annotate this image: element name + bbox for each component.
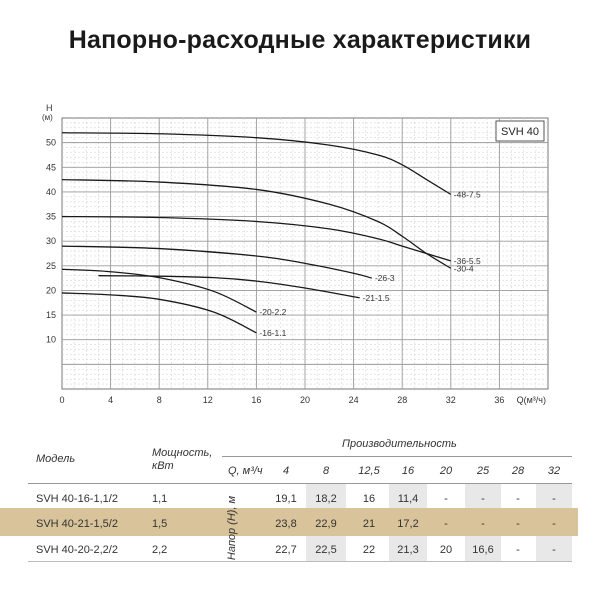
shade-col-25 bbox=[465, 483, 501, 561]
col-power-header: Мощность, bbox=[152, 447, 213, 459]
col-power-unit: кВт bbox=[152, 460, 174, 472]
row-value: 21 bbox=[362, 518, 376, 530]
series-line bbox=[61, 178, 452, 269]
pump-curve-chart: 0 4 8 12 16 20 24 28 32 36 10 15 20 25 30 35 40 45 50 H(м) Q… bbox=[42, 103, 549, 405]
y-tick-label: 30 bbox=[46, 236, 56, 246]
row-value: - bbox=[516, 518, 520, 530]
shade-col-8 bbox=[306, 483, 346, 561]
row-model: SVH 40-21-1,5/2 bbox=[36, 518, 118, 530]
row-value: 22,5 bbox=[315, 544, 337, 556]
y-axis-label: H bbox=[46, 103, 53, 113]
row-value: - bbox=[444, 493, 448, 505]
y-tick-label: 25 bbox=[46, 261, 56, 271]
row-value: 23,8 bbox=[275, 518, 297, 530]
x-tick-label: 24 bbox=[349, 395, 359, 405]
y-tick-label: 15 bbox=[46, 310, 56, 320]
series-line bbox=[61, 268, 257, 313]
row-value: 19,1 bbox=[275, 493, 297, 505]
row-value: - bbox=[552, 544, 556, 556]
model-badge-text: SVH 40 bbox=[501, 126, 539, 138]
x-tick-label: 0 bbox=[59, 395, 64, 405]
series-label: -36-5.5 bbox=[454, 256, 481, 266]
row-value: - bbox=[481, 518, 485, 530]
q-value-header: 12,5 bbox=[358, 465, 380, 477]
q-value-header: 28 bbox=[511, 465, 525, 477]
row-value: 22,7 bbox=[275, 544, 297, 556]
q-value-header: 4 bbox=[282, 465, 290, 477]
y-tick-label: 40 bbox=[46, 187, 56, 197]
q-value-header: 25 bbox=[476, 465, 490, 477]
highlight-row bbox=[0, 508, 578, 536]
y-tick-label: 10 bbox=[46, 335, 56, 345]
q-value-header: 16 bbox=[401, 465, 415, 477]
y-tick-label: 50 bbox=[46, 138, 56, 148]
row-value: - bbox=[516, 544, 520, 556]
row-model: SVH 40-16-1,1/2 bbox=[36, 493, 118, 505]
x-tick-label: 36 bbox=[494, 395, 504, 405]
shade-col-32 bbox=[536, 483, 572, 561]
row-value: - bbox=[552, 518, 556, 530]
row-value: 16 bbox=[362, 493, 376, 505]
series-label: -30-4 bbox=[454, 263, 474, 273]
row-value: - bbox=[444, 518, 448, 530]
row-value: 16,6 bbox=[472, 544, 494, 556]
row-value: 22,9 bbox=[315, 518, 337, 530]
row-model: SVH 40-20-2,2/2 bbox=[36, 544, 118, 556]
col-model-header: Модель bbox=[36, 453, 76, 465]
series-label: -16-1.1 bbox=[259, 328, 286, 338]
series-line bbox=[61, 292, 257, 334]
y-tick-label: 35 bbox=[46, 212, 56, 222]
page-title: Напорно-расходные характеристики bbox=[68, 26, 532, 54]
y-axis-unit: (м) bbox=[42, 113, 53, 122]
row-value: 22 bbox=[362, 544, 376, 556]
row-power: 1,5 bbox=[152, 518, 168, 530]
series-label: -48-7.5 bbox=[454, 189, 481, 199]
x-tick-label: 12 bbox=[203, 395, 213, 405]
header-divider bbox=[28, 483, 572, 484]
series-label: -20-2.2 bbox=[259, 307, 286, 317]
row-value: 18,2 bbox=[315, 493, 337, 505]
row-value: 11,4 bbox=[397, 493, 419, 505]
model-badge bbox=[495, 120, 545, 142]
q-value-header: 8 bbox=[322, 465, 330, 477]
x-tick-label: 4 bbox=[108, 395, 113, 405]
shade-col-16 bbox=[389, 483, 427, 561]
head-label: Напор (H), м bbox=[226, 495, 239, 561]
perf-divider bbox=[222, 456, 572, 457]
col-perf-header: Производительность bbox=[342, 438, 457, 450]
row-value: - bbox=[552, 493, 556, 505]
row-power: 1,1 bbox=[152, 493, 168, 505]
row-value: 20 bbox=[439, 544, 453, 556]
row-value: - bbox=[481, 493, 485, 505]
q-value-header: 20 bbox=[439, 465, 453, 477]
series-line bbox=[61, 215, 451, 262]
row-value: 21,3 bbox=[397, 544, 419, 556]
table-bottom bbox=[28, 561, 572, 562]
x-tick-label: 20 bbox=[300, 395, 310, 405]
y-tick-label: 20 bbox=[46, 285, 56, 295]
y-tick-label: 45 bbox=[46, 162, 56, 172]
row-value: - bbox=[516, 493, 520, 505]
x-tick-label: 8 bbox=[157, 395, 162, 405]
series-line bbox=[61, 132, 452, 195]
series-label: -26-3 bbox=[375, 273, 395, 283]
x-tick-label: 28 bbox=[397, 395, 407, 405]
series-label: -21-1.5 bbox=[363, 293, 390, 303]
row-value: 17,2 bbox=[397, 518, 419, 530]
q-value-header: 32 bbox=[547, 465, 561, 477]
q-label: Q, м³/ч bbox=[228, 465, 263, 477]
x-tick-label: 32 bbox=[446, 395, 456, 405]
x-axis-label: Q(м³/ч) bbox=[517, 395, 546, 405]
row-power: 2,2 bbox=[152, 544, 168, 556]
series-line bbox=[61, 245, 372, 279]
x-tick-label: 16 bbox=[251, 395, 261, 405]
